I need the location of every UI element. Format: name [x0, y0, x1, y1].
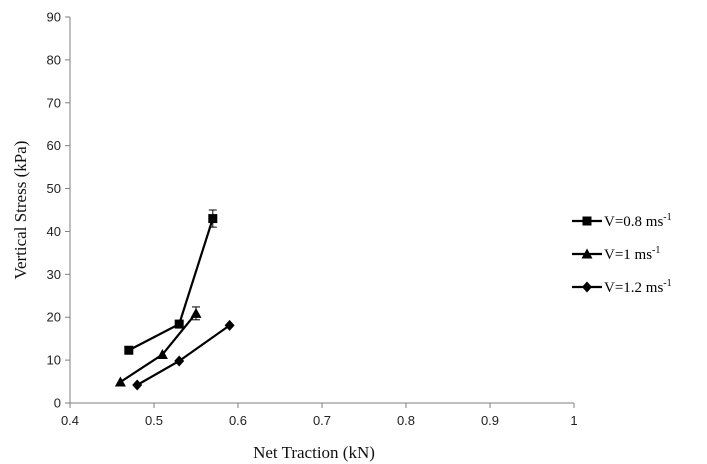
- x-tick-label: 0.5: [145, 413, 163, 428]
- y-tick-label: 50: [47, 181, 61, 196]
- x-tick-label: 0.6: [229, 413, 247, 428]
- legend-marker-triangle: [581, 248, 593, 259]
- x-tick-label: 0.7: [313, 413, 331, 428]
- ticks: 0 10 20 30 40 50 60 70 80 90 0.4 0.5 0.6 0.7 0.8 0.9 1: [47, 10, 578, 429]
- data-point-diamond: [174, 355, 185, 367]
- legend-item-3: V=1.2 ms-1: [572, 278, 672, 296]
- x-tick-label: 0.4: [61, 413, 79, 428]
- legend-item-2: V=1 ms-1: [572, 245, 660, 263]
- legend-label-superscript: -1: [652, 245, 660, 256]
- y-tick-label: 0: [54, 396, 61, 411]
- y-tick-label: 30: [47, 267, 61, 282]
- legend-marker-square: [582, 216, 592, 226]
- series-3: [132, 319, 235, 391]
- x-tick-label: 0.9: [481, 413, 499, 428]
- data-point-square: [174, 319, 184, 329]
- legend-label: V=1.2 ms-1: [604, 278, 672, 296]
- legend-label-text: V=0.8 ms: [604, 214, 663, 230]
- legend-label: V=1 ms-1: [604, 245, 660, 263]
- axes: [69, 17, 574, 404]
- y-axis-title: Vertical Stress (kPa): [11, 141, 30, 280]
- y-tick-label: 20: [47, 310, 61, 325]
- data-point-square: [124, 345, 134, 355]
- data-point-triangle: [156, 349, 168, 360]
- legend: V=0.8 ms-1V=1 ms-1V=1.2 ms-1: [572, 212, 672, 296]
- series-1: [124, 209, 218, 355]
- x-axis-title: Net Traction (kN): [253, 443, 375, 462]
- data-point-diamond: [132, 379, 143, 391]
- y-tick-label: 70: [47, 95, 61, 110]
- y-tick-label: 10: [47, 353, 61, 368]
- series-line: [136, 324, 231, 386]
- series-layer: [114, 209, 235, 391]
- x-tick-label: 1: [570, 413, 577, 428]
- data-point-diamond: [224, 319, 235, 331]
- y-tick-label: 60: [47, 138, 61, 153]
- legend-label-superscript: -1: [663, 278, 671, 289]
- data-point-square: [208, 214, 218, 224]
- data-point-triangle: [114, 376, 126, 387]
- y-tick-label: 80: [47, 52, 61, 67]
- legend-label: V=0.8 ms-1: [604, 212, 672, 230]
- legend-marker-diamond: [582, 281, 592, 293]
- legend-label-text: V=1 ms: [604, 247, 652, 263]
- x-tick-label: 0.8: [397, 413, 415, 428]
- series-2: [114, 306, 202, 387]
- legend-label-superscript: -1: [663, 212, 671, 223]
- series-line: [128, 218, 214, 352]
- legend-label-text: V=1.2 ms: [604, 280, 663, 296]
- legend-item-1: V=0.8 ms-1: [572, 212, 672, 230]
- y-tick-label: 40: [47, 224, 61, 239]
- y-tick-label: 90: [47, 10, 61, 25]
- data-point-triangle: [190, 307, 202, 318]
